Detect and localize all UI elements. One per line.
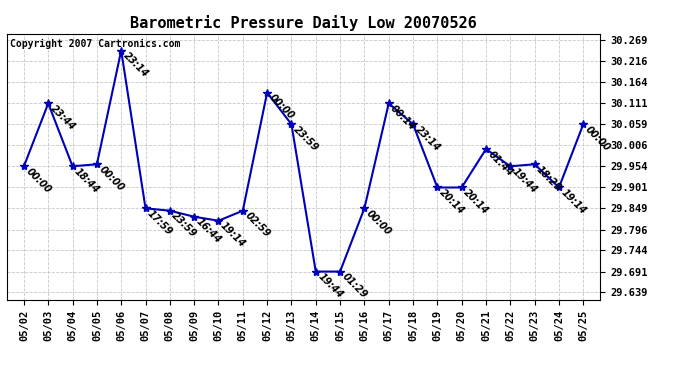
Text: 17:59: 17:59 — [146, 209, 175, 237]
Text: 02:59: 02:59 — [243, 211, 272, 240]
Text: 19:14: 19:14 — [219, 221, 248, 250]
Text: 00:00: 00:00 — [24, 166, 53, 195]
Title: Barometric Pressure Daily Low 20070526: Barometric Pressure Daily Low 20070526 — [130, 15, 477, 31]
Text: 00:00: 00:00 — [583, 124, 612, 153]
Text: 01:29: 01:29 — [340, 272, 369, 300]
Text: 00:14: 00:14 — [388, 104, 417, 132]
Text: 20:14: 20:14 — [437, 188, 466, 216]
Text: 19:44: 19:44 — [511, 166, 539, 195]
Text: 23:14: 23:14 — [121, 51, 150, 80]
Text: 00:00: 00:00 — [267, 93, 296, 122]
Text: 23:14: 23:14 — [413, 124, 442, 153]
Text: 18:29: 18:29 — [535, 164, 564, 193]
Text: Copyright 2007 Cartronics.com: Copyright 2007 Cartronics.com — [10, 39, 180, 49]
Text: 16:44: 16:44 — [194, 217, 223, 246]
Text: 23:59: 23:59 — [170, 211, 199, 240]
Text: 19:44: 19:44 — [316, 272, 345, 300]
Text: 23:59: 23:59 — [291, 124, 320, 153]
Text: 18:44: 18:44 — [72, 166, 101, 195]
Text: 00:00: 00:00 — [364, 209, 393, 237]
Text: 23:44: 23:44 — [48, 104, 77, 132]
Text: 01:44: 01:44 — [486, 149, 515, 178]
Text: 00:00: 00:00 — [97, 164, 126, 193]
Text: 19:14: 19:14 — [559, 188, 588, 216]
Text: 20:14: 20:14 — [462, 188, 491, 216]
